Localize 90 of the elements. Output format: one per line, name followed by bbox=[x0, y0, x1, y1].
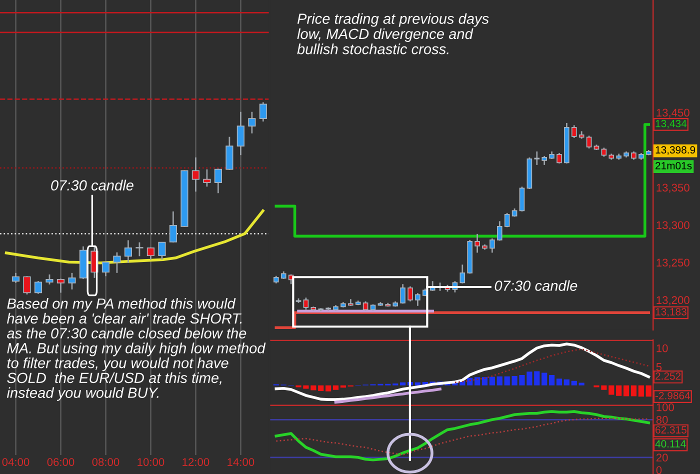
bar bbox=[400, 382, 406, 386]
bar bbox=[578, 382, 584, 386]
candlestick bbox=[496, 220, 502, 242]
candlestick bbox=[571, 124, 577, 139]
text: -2.9864 bbox=[655, 392, 690, 400]
x-tick-label: 10:00 bbox=[138, 458, 164, 466]
y-tick-label: 0 bbox=[656, 466, 662, 474]
annotation: Price trading at previous days low, MACD divergence and bullish stochastic cross. bbox=[297, 13, 489, 54]
bar bbox=[608, 385, 614, 395]
candlestick bbox=[248, 111, 256, 134]
candlestick bbox=[23, 275, 31, 296]
candlestick bbox=[556, 152, 562, 164]
candlestick bbox=[534, 150, 540, 166]
candlestick bbox=[68, 272, 76, 290]
bar bbox=[474, 377, 480, 386]
bar bbox=[414, 382, 420, 386]
x-tick-label: 14:00 bbox=[228, 458, 254, 466]
y-tick-label: 13,200 bbox=[656, 296, 690, 306]
text: Based on my PA method this would have been a 'clear air' trade SHORT. as the 07:30 candle closed below the MA. But using my daily high low method to filter trades, you would not have SOLD the EUR/USD at this time, instead you would BUY. bbox=[6, 298, 266, 401]
candlestick bbox=[586, 135, 592, 150]
x-tick-label: 08:00 bbox=[92, 458, 120, 466]
annotation: 40.114 bbox=[655, 440, 686, 448]
y-tick-label: 100 bbox=[656, 403, 674, 412]
candlestick bbox=[303, 296, 309, 310]
y-tick-label: 13,350 bbox=[656, 184, 690, 193]
bar bbox=[630, 385, 637, 396]
text: 21m01s bbox=[656, 162, 692, 170]
line-series bbox=[334, 388, 442, 404]
line-series bbox=[275, 418, 650, 456]
y-tick-label: 5 bbox=[656, 363, 662, 371]
bar bbox=[496, 376, 502, 386]
bar bbox=[616, 385, 622, 396]
bar bbox=[556, 378, 562, 386]
text: 13,398.9 bbox=[656, 146, 696, 155]
y-tick-label: 80 bbox=[656, 416, 668, 424]
x-tick-label: 12:00 bbox=[182, 458, 210, 466]
candlestick bbox=[490, 238, 495, 254]
candlestick bbox=[400, 283, 406, 304]
candlestick bbox=[12, 272, 20, 284]
bar bbox=[467, 378, 473, 386]
bar bbox=[489, 376, 495, 386]
candlestick bbox=[158, 241, 166, 260]
annotation: 07:30 candle bbox=[494, 280, 578, 291]
candlestick bbox=[203, 168, 211, 188]
annotation: 13,183 bbox=[656, 308, 686, 317]
bar bbox=[548, 374, 555, 386]
candlestick bbox=[214, 168, 222, 194]
bar bbox=[638, 385, 644, 397]
candlestick bbox=[102, 261, 110, 277]
bar bbox=[326, 385, 332, 392]
candlestick bbox=[34, 280, 42, 295]
candlestick bbox=[226, 136, 234, 171]
candlestick bbox=[192, 156, 200, 192]
candlestick bbox=[169, 210, 177, 244]
bar bbox=[482, 377, 488, 386]
candlestick bbox=[259, 102, 267, 122]
y-tick-label: 13,450 bbox=[656, 108, 690, 118]
annotation: 2.252 bbox=[656, 372, 681, 380]
candlestick bbox=[504, 212, 510, 228]
line-series bbox=[454, 348, 650, 384]
bar bbox=[534, 371, 540, 386]
line-series bbox=[274, 410, 650, 462]
bar bbox=[564, 379, 570, 386]
candlestick bbox=[474, 233, 480, 254]
candlestick bbox=[408, 286, 413, 302]
candlestick bbox=[124, 240, 132, 264]
candlestick bbox=[113, 252, 121, 274]
bar bbox=[623, 385, 630, 396]
annotation: 07:30 candle bbox=[51, 180, 134, 191]
x-tick-label: 04:00 bbox=[2, 458, 30, 466]
candlestick bbox=[236, 111, 244, 156]
candlestick bbox=[460, 264, 466, 284]
candlestick bbox=[136, 242, 144, 257]
bar bbox=[646, 385, 652, 397]
annotation: 62.315 bbox=[656, 426, 686, 434]
candlestick bbox=[56, 278, 65, 294]
candlestick bbox=[415, 292, 420, 307]
bar bbox=[318, 385, 324, 391]
y-tick-label: 13,300 bbox=[656, 221, 690, 230]
annotation: 13,434 bbox=[656, 120, 687, 128]
x-tick-label: 06:00 bbox=[47, 458, 74, 466]
y-tick-label: 20 bbox=[656, 454, 668, 462]
candlestick bbox=[519, 186, 525, 212]
y-tick-label: 13,250 bbox=[656, 258, 690, 268]
candlestick bbox=[46, 274, 54, 286]
y-tick-label: 10 bbox=[656, 344, 668, 352]
candlestick bbox=[146, 246, 154, 260]
bar bbox=[332, 385, 339, 390]
bar bbox=[571, 380, 577, 386]
bar bbox=[542, 372, 548, 386]
